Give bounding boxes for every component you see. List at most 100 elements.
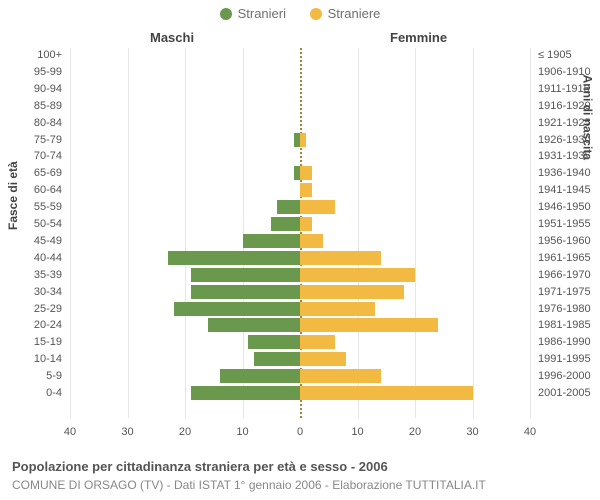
bar-female (300, 335, 335, 349)
legend: Stranieri Straniere (0, 6, 600, 23)
x-tick-label: 40 (64, 426, 76, 438)
pyramid-row: 70-741931-1935 (70, 149, 530, 163)
age-label: 0-4 (2, 386, 62, 400)
age-label: 80-84 (2, 116, 62, 130)
age-label: 55-59 (2, 200, 62, 214)
birth-year-label: 1956-1960 (538, 234, 600, 248)
circle-icon (220, 8, 232, 20)
pyramid-row: 15-191986-1990 (70, 335, 530, 349)
bar-male (191, 386, 300, 400)
x-tick-label: 10 (236, 426, 248, 438)
bar-male (248, 335, 300, 349)
bar-female (300, 352, 346, 366)
x-tick-label: 20 (409, 426, 421, 438)
bar-female (300, 285, 404, 299)
birth-year-label: 1911-1915 (538, 82, 600, 96)
bar-male (174, 302, 301, 316)
birth-year-label: 1951-1955 (538, 217, 600, 231)
pyramid-row: 10-141991-1995 (70, 352, 530, 366)
age-label: 95-99 (2, 65, 62, 79)
age-label: 50-54 (2, 217, 62, 231)
x-tick-label: 0 (297, 426, 303, 438)
legend-item-female: Straniere (310, 6, 381, 21)
bar-female (300, 217, 312, 231)
birth-year-label: 1936-1940 (538, 166, 600, 180)
pyramid-row: 65-691936-1940 (70, 166, 530, 180)
x-tick-label: 30 (466, 426, 478, 438)
chart-title: Popolazione per cittadinanza straniera p… (12, 459, 388, 474)
birth-year-label: 1921-1925 (538, 116, 600, 130)
bar-female (300, 200, 335, 214)
bar-female (300, 166, 312, 180)
pyramid-row: 20-241981-1985 (70, 318, 530, 332)
x-tick-label: 10 (351, 426, 363, 438)
birth-year-label: 1916-1920 (538, 99, 600, 113)
birth-year-label: 1926-1930 (538, 133, 600, 147)
column-title-female: Femmine (390, 30, 447, 45)
circle-icon (310, 8, 322, 20)
pyramid-row: 60-641941-1945 (70, 183, 530, 197)
age-label: 100+ (2, 48, 62, 62)
x-tick-label: 20 (179, 426, 191, 438)
birth-year-label: 1966-1970 (538, 268, 600, 282)
birth-year-label: 1931-1935 (538, 149, 600, 163)
birth-year-label: 1976-1980 (538, 302, 600, 316)
pyramid-row: 50-541951-1955 (70, 217, 530, 231)
birth-year-label: 1906-1910 (538, 65, 600, 79)
bar-male (168, 251, 300, 265)
pyramid-row: 35-391966-1970 (70, 268, 530, 282)
bar-male (271, 217, 300, 231)
age-label: 60-64 (2, 183, 62, 197)
age-label: 70-74 (2, 149, 62, 163)
age-label: 75-79 (2, 133, 62, 147)
pyramid-row: 90-941911-1915 (70, 82, 530, 96)
bar-male (220, 369, 301, 383)
birth-year-label: 1941-1945 (538, 183, 600, 197)
pyramid-row: 40-441961-1965 (70, 251, 530, 265)
bar-female (300, 386, 473, 400)
chart-source: COMUNE DI ORSAGO (TV) - Dati ISTAT 1° ge… (12, 478, 486, 492)
pyramid-row: 5-91996-2000 (70, 369, 530, 383)
pyramid-row: 25-291976-1980 (70, 302, 530, 316)
pyramid-row: 100+≤ 1905 (70, 48, 530, 62)
age-label: 30-34 (2, 285, 62, 299)
column-title-male: Maschi (150, 30, 194, 45)
age-label: 85-89 (2, 99, 62, 113)
age-label: 90-94 (2, 82, 62, 96)
grid-line (530, 48, 531, 418)
legend-item-male: Stranieri (220, 6, 286, 21)
pyramid-row: 95-991906-1910 (70, 65, 530, 79)
bar-male (277, 200, 300, 214)
bar-female (300, 251, 381, 265)
birth-year-label: 2001-2005 (538, 386, 600, 400)
bar-female (300, 302, 375, 316)
bar-male (208, 318, 300, 332)
bar-female (300, 318, 438, 332)
pyramid-row: 30-341971-1975 (70, 285, 530, 299)
age-label: 5-9 (2, 369, 62, 383)
birth-year-label: 1996-2000 (538, 369, 600, 383)
age-label: 35-39 (2, 268, 62, 282)
bar-female (300, 133, 306, 147)
age-label: 40-44 (2, 251, 62, 265)
bar-male (254, 352, 300, 366)
bar-female (300, 183, 312, 197)
age-label: 10-14 (2, 352, 62, 366)
legend-label-female: Straniere (328, 6, 381, 21)
pyramid-row: 45-491956-1960 (70, 234, 530, 248)
birth-year-label: 1961-1965 (538, 251, 600, 265)
bar-male (191, 285, 300, 299)
bar-female (300, 369, 381, 383)
pyramid-row: 75-791926-1930 (70, 133, 530, 147)
bar-female (300, 234, 323, 248)
pyramid-row: 85-891916-1920 (70, 99, 530, 113)
age-label: 45-49 (2, 234, 62, 248)
birth-year-label: 1971-1975 (538, 285, 600, 299)
birth-year-label: ≤ 1905 (538, 48, 600, 62)
birth-year-label: 1991-1995 (538, 352, 600, 366)
population-pyramid-chart: Stranieri Straniere Maschi Femmine Fasce… (0, 0, 600, 500)
plot-area: 40302010010203040100+≤ 190595-991906-191… (70, 48, 530, 438)
age-label: 65-69 (2, 166, 62, 180)
legend-label-male: Stranieri (238, 6, 286, 21)
x-tick-label: 40 (524, 426, 536, 438)
